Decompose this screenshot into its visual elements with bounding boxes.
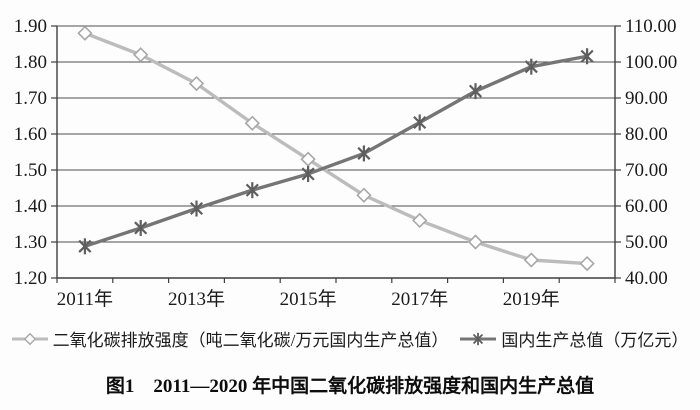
svg-text:40.00: 40.00 — [625, 268, 668, 289]
svg-text:60.00: 60.00 — [625, 196, 668, 217]
svg-text:70.00: 70.00 — [625, 160, 668, 181]
svg-text:1.40: 1.40 — [14, 196, 47, 217]
legend-item-gdp: 国内生产总值（万亿元） — [460, 326, 688, 351]
svg-text:1.70: 1.70 — [14, 88, 47, 109]
line-chart-plot: 1.90 110.00 1.80 100.00 1.70 90.00 1.60 80.00 1.… — [14, 16, 678, 310]
svg-text:80.00: 80.00 — [625, 124, 668, 145]
legend-label-co2-intensity: 二氧化碳排放强度（吨二氧化碳/万元国内生产总值） — [52, 331, 449, 350]
legend-item-co2-intensity: 二氧化碳排放强度（吨二氧化碳/万元国内生产总值） — [11, 326, 449, 351]
svg-text:1.80: 1.80 — [14, 52, 47, 73]
svg-text:2017年: 2017年 — [391, 288, 448, 310]
chart-legend: 二氧化碳排放强度（吨二氧化碳/万元国内生产总值） 国内生产总值（万亿元） — [0, 326, 700, 351]
svg-text:1.30: 1.30 — [14, 232, 47, 253]
svg-text:2015年: 2015年 — [280, 288, 337, 310]
svg-text:100.00: 100.00 — [625, 52, 677, 73]
asterisk-marker-icon — [460, 331, 497, 347]
figure-caption: 图1 2011—2020 年中国二氧化碳排放强度和国内生产总值 — [105, 376, 595, 397]
svg-text:90.00: 90.00 — [625, 88, 668, 109]
svg-text:50.00: 50.00 — [625, 232, 668, 253]
legend-label-gdp: 国内生产总值（万亿元） — [501, 331, 689, 350]
svg-text:1.20: 1.20 — [14, 268, 47, 289]
svg-text:2011年: 2011年 — [57, 288, 113, 310]
svg-text:2019年: 2019年 — [503, 288, 560, 310]
svg-text:2013年: 2013年 — [168, 288, 225, 310]
diamond-marker-icon — [11, 331, 48, 347]
svg-text:1.60: 1.60 — [14, 124, 47, 145]
svg-text:1.90: 1.90 — [14, 16, 47, 37]
svg-text:1.50: 1.50 — [14, 160, 47, 181]
svg-text:110.00: 110.00 — [625, 16, 677, 37]
